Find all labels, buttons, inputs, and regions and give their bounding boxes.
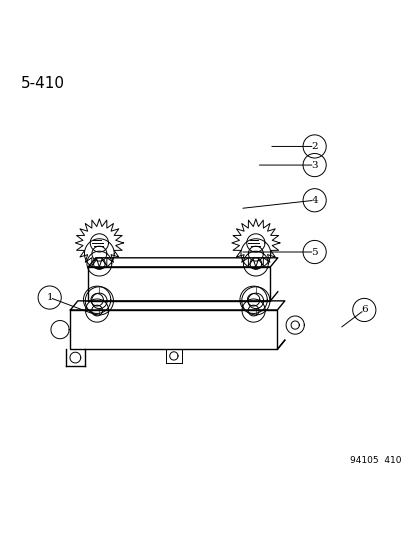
Text: 5: 5	[311, 247, 317, 256]
Text: 94105  410: 94105 410	[349, 456, 401, 465]
Text: 5-410: 5-410	[21, 76, 64, 91]
Text: 1: 1	[46, 293, 53, 302]
Bar	[88, 267, 270, 301]
Text: 3: 3	[311, 160, 317, 169]
Bar	[70, 310, 277, 349]
Text: 2: 2	[311, 142, 317, 151]
Text: 6: 6	[360, 305, 367, 314]
Text: 4: 4	[311, 196, 317, 205]
